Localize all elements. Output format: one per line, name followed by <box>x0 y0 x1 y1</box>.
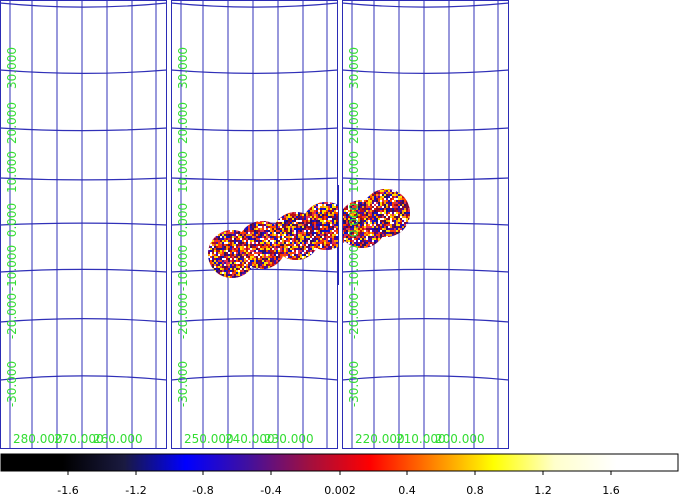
colorbar-tick-label: 0.8 <box>466 484 484 497</box>
dec-grid-line <box>171 375 338 381</box>
dec-label: 10.000 <box>176 151 190 193</box>
dec-grid-line <box>342 318 509 323</box>
ra-label: 270.000 <box>54 432 104 446</box>
colorbar: -1.6 -1.2 -0.8 -0.4 0.002 0.4 0.8 1.2 1.6 <box>0 453 679 497</box>
dec-label: 20.000 <box>176 102 190 144</box>
panel-left <box>0 0 167 449</box>
colorbar-tick-label: 0.002 <box>324 484 356 497</box>
ra-label: 230.000 <box>264 432 314 446</box>
dec-grid-line <box>342 69 509 74</box>
dec-label: -30.000 <box>5 361 19 407</box>
dec-label: 0.000 <box>347 203 361 237</box>
colorbar-tick-label: -1.2 <box>125 484 146 497</box>
dec-grid-line <box>0 375 167 381</box>
dec-grid-line <box>0 177 167 181</box>
dec-label: -20.000 <box>176 293 190 339</box>
panel-middle <box>171 0 338 449</box>
ra-label: 240.000 <box>225 432 275 446</box>
dec-label: 10.000 <box>5 151 19 193</box>
dec-grid-line <box>342 375 509 381</box>
dec-grid-line <box>342 127 509 132</box>
ra-label: 260.000 <box>93 432 143 446</box>
dec-grid-line <box>0 268 167 273</box>
dec-grid-line <box>0 222 167 226</box>
dec-label: 30.000 <box>5 47 19 89</box>
dec-grid-line <box>342 177 509 181</box>
dec-label: 30.000 <box>347 47 361 89</box>
dec-label: -10.000 <box>347 245 361 291</box>
dec-grid-line <box>342 2 509 8</box>
dec-grid-line <box>0 69 167 74</box>
dec-grid-line <box>171 69 338 74</box>
dec-grid-line <box>171 318 338 323</box>
dec-grid-line <box>171 2 338 8</box>
ra-label: 200.000 <box>435 432 485 446</box>
dec-grid-line <box>171 177 338 181</box>
dec-grid-line <box>0 318 167 323</box>
dec-label: -10.000 <box>176 245 190 291</box>
dec-label: -30.000 <box>176 361 190 407</box>
colorbar-tick-label: -0.8 <box>192 484 213 497</box>
dec-grid-line <box>171 127 338 132</box>
dec-grid-line <box>0 127 167 132</box>
dec-grid-line <box>342 268 509 273</box>
dec-label: 10.000 <box>347 151 361 193</box>
ra-label: 210.000 <box>396 432 446 446</box>
dec-label: -30.000 <box>347 361 361 407</box>
dec-label: 20.000 <box>5 102 19 144</box>
colorbar-tick-label: 1.2 <box>534 484 552 497</box>
colorbar-gradient <box>0 453 679 472</box>
sky-map: 30.000 20.000 10.000 0.000 -10.000 -20.000 -30… <box>0 0 509 449</box>
colorbar-tick-label: -0.4 <box>260 484 281 497</box>
dec-label: -10.000 <box>5 245 19 291</box>
colorbar-tick-label: 1.6 <box>602 484 620 497</box>
dec-label: 0.000 <box>176 203 190 237</box>
dec-label: -20.000 <box>347 293 361 339</box>
dec-grid-line <box>0 2 167 8</box>
ra-label: 280.000 <box>13 432 63 446</box>
dec-label: -20.000 <box>5 293 19 339</box>
panel-right <box>342 0 509 449</box>
colorbar-tick-label: -1.6 <box>57 484 78 497</box>
dec-label: 20.000 <box>347 102 361 144</box>
dec-grid-line <box>171 268 338 273</box>
dec-label: 0.000 <box>5 203 19 237</box>
ra-label: 250.000 <box>184 432 234 446</box>
colorbar-tick-label: 0.4 <box>398 484 416 497</box>
dec-label: 30.000 <box>176 47 190 89</box>
ra-label: 220.000 <box>355 432 405 446</box>
